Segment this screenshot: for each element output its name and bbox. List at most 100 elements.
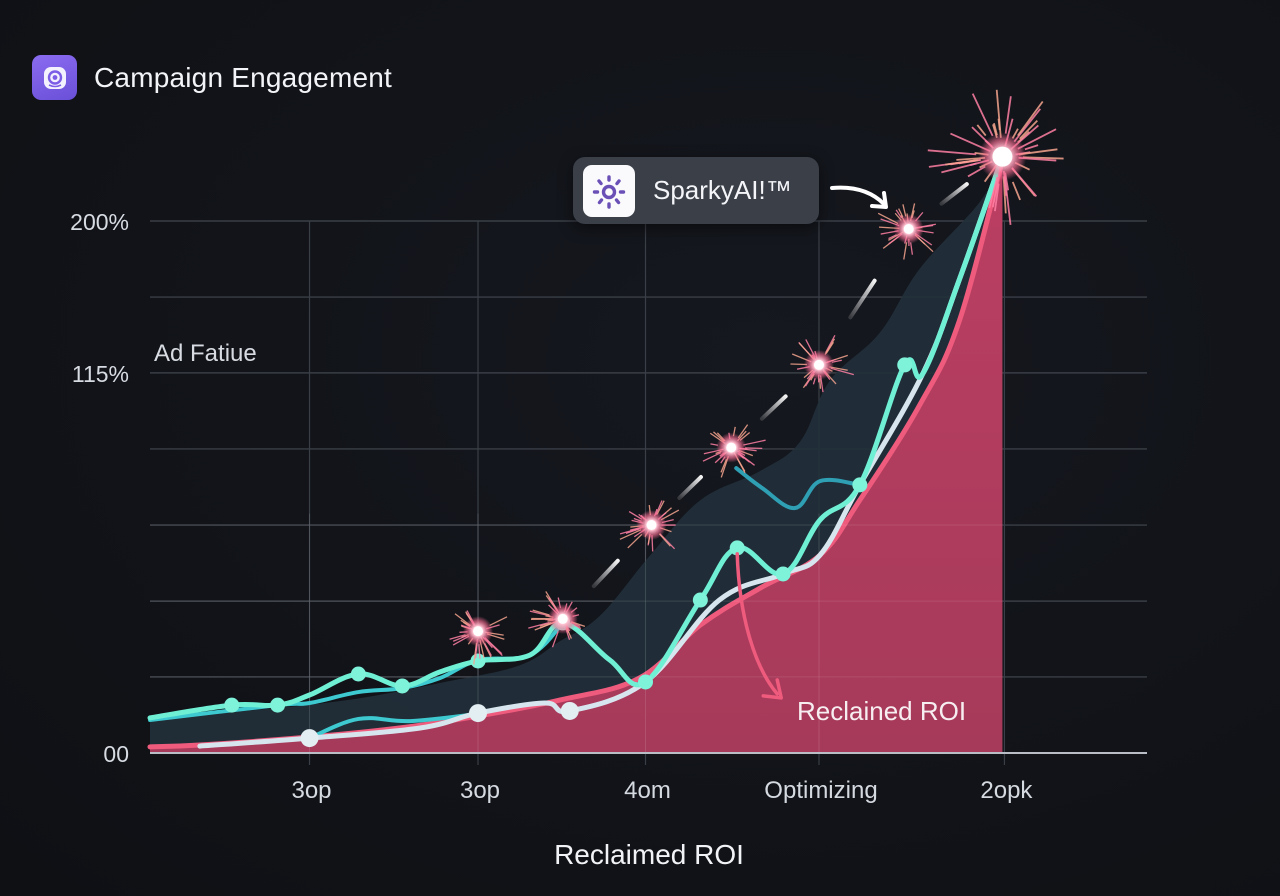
sparkle-ray bbox=[489, 616, 508, 627]
sparkle-ray bbox=[812, 378, 816, 385]
sparkle-core bbox=[903, 223, 914, 234]
sparkle-ray bbox=[988, 176, 999, 209]
sparkle-ray bbox=[627, 533, 643, 549]
sparkle-ray bbox=[486, 639, 503, 657]
arrowhead-icon bbox=[761, 678, 783, 700]
sparkle-ray bbox=[529, 610, 551, 617]
chart-title: Campaign Engagement bbox=[94, 61, 392, 93]
data-point-engagement-bright-teal bbox=[692, 592, 708, 608]
sparkle-ray bbox=[449, 634, 466, 640]
sparkle-ray bbox=[902, 204, 907, 217]
sparkle-ray bbox=[1017, 100, 1044, 137]
sparkle-marker bbox=[449, 610, 508, 665]
sparkle-ray bbox=[532, 609, 550, 616]
sparkle-ray bbox=[528, 621, 550, 629]
sparkle-ray bbox=[1017, 128, 1057, 150]
x-tick-label: 2opk bbox=[980, 777, 1033, 804]
sparkle-ray bbox=[995, 89, 1002, 138]
sparkle-ray bbox=[484, 643, 492, 656]
data-point-pale-baseline bbox=[560, 701, 579, 720]
sparkle-ray bbox=[659, 533, 676, 550]
sparkle-marker bbox=[790, 335, 854, 393]
x-tick-label: 3op bbox=[291, 777, 331, 804]
sparkle-ray bbox=[927, 149, 977, 156]
sparkle-ray bbox=[976, 124, 987, 137]
sparkyai-label: SparkyAI!™ bbox=[653, 175, 792, 205]
data-point-pale-baseline bbox=[469, 704, 488, 723]
sparkle-ray bbox=[909, 242, 914, 255]
sparkle-ray bbox=[994, 183, 1000, 212]
trend-dashes bbox=[591, 182, 969, 589]
trend-dash bbox=[939, 182, 969, 206]
sparkle-ray bbox=[625, 528, 640, 534]
data-point-engagement-bright-teal bbox=[638, 674, 654, 690]
x-tick-label: Optimizing bbox=[764, 777, 877, 804]
sparkle-core bbox=[726, 442, 737, 453]
sparkle-ray bbox=[619, 529, 642, 540]
series-line-lower-cyan bbox=[307, 711, 481, 741]
sparkle-ray bbox=[825, 341, 834, 354]
sparkle-ray bbox=[993, 122, 998, 136]
x-axis-title: Reclaimed ROI bbox=[554, 839, 744, 870]
chat-bubble-icon bbox=[32, 55, 77, 100]
roi-annotation-arrow bbox=[735, 552, 779, 696]
trend-dash bbox=[848, 278, 877, 320]
sparkle-ray bbox=[819, 378, 822, 389]
sparkle-ray bbox=[452, 635, 467, 642]
axis-labels: 00 115% 200% 3op 3op 4om Optimizing 2opk Reclaim… bbox=[70, 209, 1033, 870]
sparkle-ray bbox=[877, 212, 899, 225]
reclaimed-roi-annotation: Reclained ROI bbox=[797, 696, 966, 726]
sparkle-ray bbox=[1019, 120, 1038, 140]
sparkle-ray bbox=[1002, 176, 1007, 214]
trend-dash bbox=[677, 475, 703, 500]
data-point-engagement-bright-teal bbox=[852, 477, 868, 493]
sparkle-ray bbox=[736, 458, 746, 474]
sparkle-ray bbox=[1022, 156, 1064, 160]
sparkle-ray bbox=[1003, 175, 1012, 225]
trend-dash bbox=[591, 558, 620, 589]
data-point-engagement-bright-teal bbox=[729, 540, 745, 556]
trend-dash bbox=[759, 394, 788, 421]
data-point-engagement-bright-teal bbox=[350, 666, 366, 682]
sparkle-core bbox=[992, 146, 1013, 167]
data-point-engagement-bright-teal bbox=[394, 678, 410, 694]
sparkle-marker bbox=[702, 424, 766, 478]
arrowhead-icon bbox=[870, 191, 888, 209]
sparkle-marker bbox=[927, 89, 1064, 225]
sparkle-markers bbox=[449, 89, 1064, 665]
sparkle-core bbox=[473, 626, 484, 637]
sparkle-core bbox=[557, 613, 568, 624]
sparkle-ray bbox=[830, 367, 854, 376]
sparkle-ray bbox=[1011, 181, 1021, 201]
sparkle-ray bbox=[478, 644, 481, 659]
x-tick-label: 3op bbox=[460, 777, 500, 804]
annotations: Ad Fatiue Reclained ROI bbox=[154, 185, 966, 726]
sparkle-ray bbox=[1004, 96, 1012, 134]
sparkle-sun-icon bbox=[583, 164, 635, 217]
sparkle-core bbox=[646, 520, 657, 531]
sparkle-ray bbox=[1013, 108, 1041, 143]
ad-fatigue-annotation: Ad Fatiue bbox=[154, 340, 257, 367]
y-tick-label: 200% bbox=[70, 209, 129, 235]
y-tick-label: 115% bbox=[72, 361, 129, 387]
sparkle-core bbox=[813, 359, 824, 370]
data-point-engagement-bright-teal bbox=[897, 357, 913, 373]
sparkle-ray bbox=[945, 159, 979, 166]
badge-pointer-arrow bbox=[830, 185, 886, 206]
roi-area-fill bbox=[150, 159, 1003, 753]
x-tick-label: 4om bbox=[624, 777, 671, 804]
y-tick-label: 00 bbox=[103, 741, 129, 767]
sparkle-ray bbox=[1024, 144, 1039, 151]
sparkle-ray bbox=[903, 242, 908, 260]
data-point-engagement-bright-teal bbox=[224, 697, 240, 713]
data-point-pale-baseline bbox=[300, 729, 319, 748]
sparkle-ray bbox=[743, 439, 766, 446]
data-point-engagement-bright-teal bbox=[270, 697, 286, 713]
sparkle-marker bbox=[877, 203, 936, 260]
data-point-engagement-bright-teal bbox=[775, 566, 791, 582]
sparkle-ray bbox=[941, 162, 977, 174]
sparkle-marker bbox=[528, 591, 586, 648]
sparkle-marker bbox=[619, 500, 680, 552]
sparkyai-badge[interactable]: SparkyAI!™ bbox=[573, 157, 819, 224]
